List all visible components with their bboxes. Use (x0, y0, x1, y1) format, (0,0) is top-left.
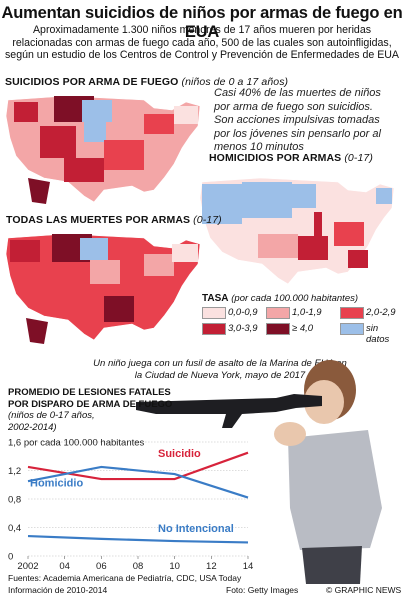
rifle-illustration (136, 394, 322, 428)
all-deaths-map (5, 233, 201, 344)
page-title: Aumentan suicidios de niños por armas de… (1, 4, 403, 41)
legend-label-2: 2,0-2,9 (366, 307, 396, 318)
series-label-2: No Intencional (158, 523, 234, 535)
chart-subtitle-line2: 2002-2014) (8, 421, 57, 433)
y-tick-label: 0,8 (8, 495, 21, 506)
all-deaths-map-heading: TODAS LAS MUERTES POR ARMAS (0-17) (6, 214, 222, 226)
legend-swatch-4 (266, 323, 290, 335)
brand-credit: © GRAPHIC NEWS (326, 585, 402, 595)
homicides-map-note: (0-17) (344, 152, 373, 164)
series-line-2 (27, 534, 249, 544)
legend: 0,0-0,9 1,0-1,9 2,0-2,9 3,0-3,9 ≥ 4,0 si… (202, 306, 402, 345)
line-chart: 0 0,4 0,8 1,2 1,6 por cada 100.000 habitante… (8, 438, 254, 573)
legend-title-bold: TASA (202, 293, 229, 304)
chart-title-line2: POR DISPARO DE ARMA DE FUEGO (8, 398, 173, 410)
chart-title: PROMEDIO DE LESIONES FATALES POR DISPARO… (8, 387, 172, 410)
x-tick-label: 06 (96, 561, 107, 572)
x-tick-label: 04 (59, 561, 70, 572)
x-tick-label: 08 (133, 561, 144, 572)
x-tick-label: 10 (169, 561, 180, 572)
y-tick-label: 0,4 (8, 523, 21, 534)
y-tick-label: 0 (8, 552, 13, 563)
callout-text: Casi 40% de las muertes de niños por arm… (214, 87, 381, 153)
x-tick-label: 2002 (17, 561, 38, 572)
all-deaths-map-note: (0-17) (193, 214, 222, 226)
legend-swatch-5 (340, 323, 364, 335)
legend-title-rest: (por cada 100.000 habitantes) (231, 293, 359, 304)
legend-label-5: sin datos (366, 323, 390, 345)
chart-subtitle-line1: (niños de 0-17 años, (8, 410, 95, 421)
footer-sources: Fuentes: Academia Americana de Pediatría… (8, 573, 242, 583)
map-region-nodata (82, 100, 112, 122)
legend-swatch-0 (202, 307, 226, 319)
legend-title: TASA (por cada 100.000 habitantes) (202, 293, 358, 304)
legend-label-0: 0,0-0,9 (228, 307, 258, 318)
footer-info: Información de 2010-2014 (8, 585, 108, 595)
series-label-0: Suicidio (158, 448, 201, 460)
legend-label-3: 3,0-3,9 (228, 323, 258, 334)
legend-label-4: ≥ 4,0 (292, 323, 314, 334)
legend-swatch-3 (202, 323, 226, 335)
chart-title-line1: PROMEDIO DE LESIONES FATALES (8, 387, 171, 398)
photo-caption: Un niño juega con un fusil de asalto de … (93, 358, 347, 381)
chart-subtitle: (niños de 0-17 años, 2002-2014) (8, 410, 95, 433)
series-label-1: Homicidio (30, 477, 83, 489)
legend-label-1: 1,0-1,9 (292, 307, 322, 318)
legend-swatch-2 (340, 307, 364, 319)
homicides-map-heading: HOMICIDIOS POR ARMAS (0-17) (209, 152, 373, 164)
series-line-1 (27, 465, 249, 499)
suicides-map (5, 95, 201, 204)
suicides-map-note: (niños de 0 a 17 años) (181, 76, 289, 88)
suicides-map-title: SUICIDIOS POR ARMA DE FUEGO (5, 76, 179, 88)
all-deaths-map-title: TODAS LAS MUERTES POR ARMAS (6, 214, 191, 226)
homicides-map-title: HOMICIDIOS POR ARMAS (209, 152, 342, 164)
x-tick-label: 14 (243, 561, 254, 572)
suicides-map-heading: SUICIDIOS POR ARMA DE FUEGO (niños de 0 … (5, 76, 288, 88)
y-tick-label: 1,2 (8, 466, 21, 477)
legend-swatch-1 (266, 307, 290, 319)
y-axis-label: 1,6 por cada 100.000 habitantes (8, 438, 145, 449)
photo-credit: Foto: Getty Images (226, 585, 299, 595)
x-tick-label: 12 (206, 561, 217, 572)
homicides-map (199, 177, 395, 285)
subtitle: Aproximadamente 1.300 niños menores de 1… (5, 24, 399, 62)
